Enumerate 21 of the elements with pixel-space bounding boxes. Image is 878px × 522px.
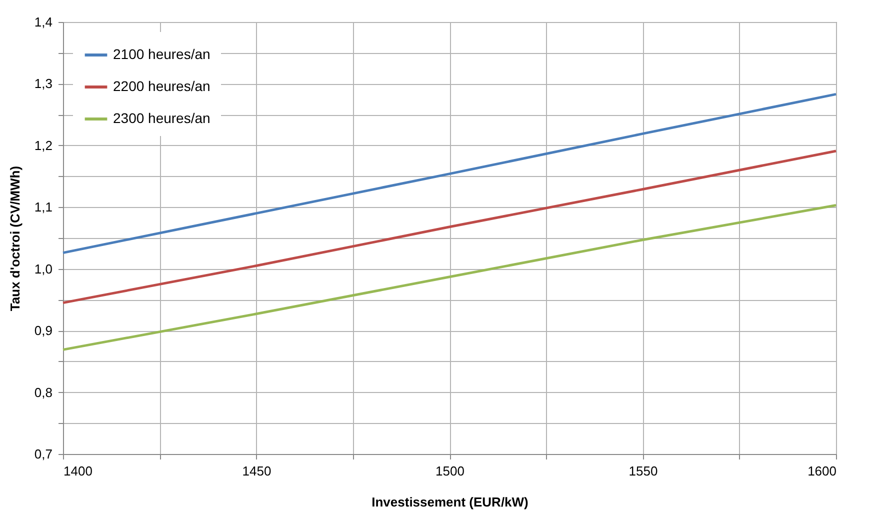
y-tick-label: 1,1 [34, 200, 52, 215]
y-tick-label: 0,7 [34, 446, 52, 462]
line-series [62, 92, 838, 254]
y-axis-title: Taux d'octroi (CV/MWh) [7, 166, 22, 312]
x-tick-label: 1450 [242, 464, 272, 478]
x-tick-label: 1550 [628, 464, 658, 478]
x-axis-title: Investissement (EUR/kW) [372, 494, 528, 510]
legend-label: 2100 heures/an [113, 46, 210, 62]
legend-label: 2300 heures/an [113, 110, 210, 126]
x-tick-label: 1500 [436, 464, 464, 478]
y-tick-label: 1,2 [34, 138, 52, 153]
x-tick-label: 1600 [808, 464, 836, 478]
line-series [62, 150, 838, 304]
line-series [62, 204, 838, 351]
y-tick-label: 0,9 [34, 323, 52, 338]
y-tick-label: 0,8 [34, 384, 52, 400]
y-tick-label: 1,3 [34, 76, 52, 92]
legend-label: 2200 heures/an [113, 78, 210, 94]
x-tick-label: 1400 [64, 464, 92, 478]
y-tick-label: 1,4 [34, 14, 52, 30]
y-tick-label: 1,0 [34, 261, 52, 276]
